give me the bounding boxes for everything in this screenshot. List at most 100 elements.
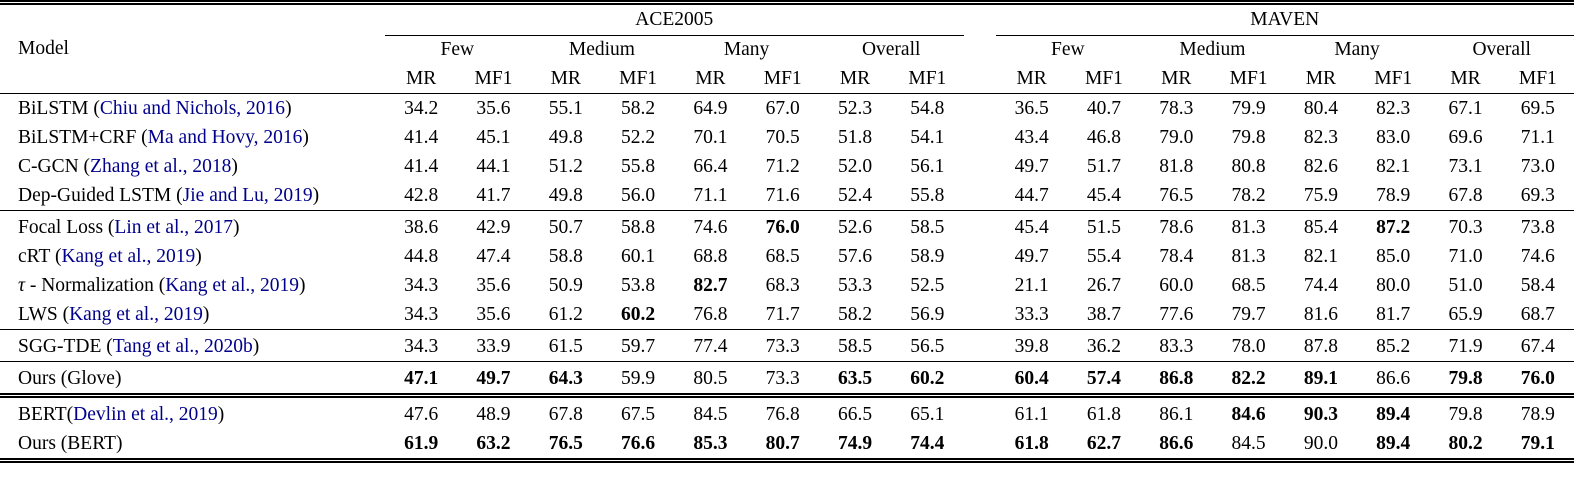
value-cell-maven: 73.8 — [1501, 210, 1574, 242]
value-cell-ace: 76.8 — [746, 393, 819, 429]
model-cell: Dep-Guided LSTM (Jie and Lu, 2019) — [18, 184, 320, 206]
value-cell-maven: 57.4 — [1067, 361, 1141, 396]
value-cell-ace: 55.8 — [621, 155, 656, 177]
value-cell-ace: 58.5 — [818, 329, 892, 362]
metric-header-mf1: MF1 — [1067, 63, 1141, 94]
value-cell-ace: 58.2 — [621, 97, 656, 119]
table-row: LWS (Kang et al., 2019) 34.3 35.6 61.2 60.2 7… — [0, 300, 1574, 330]
value-cell-maven: 75.9 — [1303, 184, 1338, 206]
value-cell-ace: 56.0 — [621, 184, 656, 206]
value-cell-ace: 57.6 — [837, 245, 873, 267]
model-column-header: Model — [0, 2, 385, 94]
citation-link[interactable]: Devlin et al., 2019 — [73, 403, 218, 425]
citation-link[interactable]: Tang et al., 2020b — [112, 335, 253, 357]
dataset-gap — [963, 2, 996, 94]
value-cell-ace: 80.5 — [674, 361, 747, 396]
value-cell-ace: 59.7 — [601, 329, 675, 362]
value-cell-ace: 71.6 — [765, 184, 800, 206]
value-cell-ace: 58.9 — [910, 245, 945, 267]
value-cell-ace: 56.9 — [910, 303, 945, 325]
value-cell-ace: 52.4 — [837, 184, 873, 206]
value-cell-ace: 80.7 — [765, 432, 800, 454]
value-cell-maven: 40.7 — [1086, 97, 1122, 119]
value-cell-ace: 85.3 — [693, 432, 728, 454]
value-cell-maven: 67.1 — [1448, 97, 1483, 119]
value-cell-ace: 76.6 — [621, 432, 656, 454]
value-cell-maven: 78.2 — [1231, 184, 1266, 206]
value-cell-maven: 89.4 — [1357, 393, 1430, 429]
value-cell-maven: 89.4 — [1376, 432, 1411, 454]
value-cell-maven: 79.8 — [1429, 393, 1502, 429]
value-cell-ace: 52.3 — [837, 97, 873, 119]
citation-link[interactable]: Kang et al., 2019 — [61, 245, 196, 267]
value-cell-maven: 71.1 — [1520, 126, 1555, 148]
citation-link[interactable]: Lin et al., 2017 — [114, 216, 234, 238]
value-cell-maven: 83.3 — [1140, 329, 1213, 362]
model-cell: τ - Normalization (Kang et al., 2019) — [18, 274, 306, 296]
dataset-gap-cell — [964, 152, 996, 181]
citation-link[interactable]: Zhang et al., 2018 — [90, 155, 232, 177]
value-cell-ace: 54.1 — [910, 126, 945, 148]
value-cell-ace: 49.7 — [457, 361, 530, 396]
citation-link[interactable]: Ma and Hovy, 2016 — [147, 126, 303, 148]
value-cell-maven: 69.6 — [1448, 126, 1483, 148]
value-cell-maven: 77.6 — [1159, 303, 1194, 325]
dataset-gap-cell — [964, 181, 996, 211]
value-cell-maven: 86.8 — [1140, 361, 1213, 396]
value-cell-ace: 71.1 — [693, 184, 728, 206]
math-symbol: τ — [18, 274, 25, 296]
value-cell-ace: 65.1 — [891, 393, 964, 429]
model-cell: BiLSTM (Chiu and Nichols, 2016) — [18, 97, 292, 119]
metric-header-mf1: MF1 — [457, 63, 530, 94]
value-cell-ace: 63.5 — [818, 361, 892, 396]
model-cell: cRT (Kang et al., 2019) — [18, 245, 202, 267]
value-cell-ace: 51.8 — [837, 126, 873, 148]
value-cell-maven: 51.7 — [1086, 155, 1122, 177]
value-cell-maven: 87.2 — [1357, 210, 1430, 242]
value-cell-ace: 52.5 — [910, 274, 945, 296]
metric-header-mr: MR — [1284, 63, 1358, 94]
citation-link[interactable]: Jie and Lu, 2019 — [182, 184, 313, 206]
value-cell-maven: 87.8 — [1284, 329, 1358, 362]
value-cell-ace: 44.1 — [476, 155, 511, 177]
value-cell-maven: 82.3 — [1303, 126, 1338, 148]
value-cell-ace: 49.8 — [548, 126, 583, 148]
value-cell-maven: 82.1 — [1376, 155, 1411, 177]
value-cell-maven: 45.4 — [1086, 184, 1122, 206]
value-cell-maven: 33.3 — [1014, 303, 1049, 325]
value-cell-ace: 41.4 — [404, 126, 439, 148]
value-cell-ace: 45.1 — [476, 126, 511, 148]
value-cell-ace: 52.6 — [818, 210, 892, 242]
value-cell-maven: 80.0 — [1376, 274, 1411, 296]
dataset-header-ace2005: ACE2005 — [385, 2, 964, 36]
value-cell-maven: 85.4 — [1284, 210, 1358, 242]
value-cell-maven: 80.2 — [1448, 432, 1483, 454]
value-cell-maven: 73.0 — [1520, 155, 1555, 177]
citation-link[interactable]: Kang et al., 2019 — [69, 303, 203, 325]
metric-header-mf1: MF1 — [1357, 63, 1430, 94]
value-cell-ace: 84.5 — [674, 393, 747, 429]
subgroup-ace-few: Few — [440, 38, 475, 60]
metric-header-mr: MR — [995, 63, 1068, 94]
metric-header-mf1: MF1 — [746, 63, 819, 94]
value-cell-ace: 35.6 — [476, 97, 511, 119]
value-cell-ace: 64.3 — [529, 361, 602, 396]
citation-link[interactable]: Chiu and Nichols, 2016 — [99, 97, 286, 119]
table-row: Ours (BERT) 61.9 63.2 76.5 76.6 85.3 80.7 74.9 7… — [0, 429, 1574, 461]
value-cell-ace: 58.2 — [837, 303, 873, 325]
value-cell-ace: 34.3 — [385, 329, 458, 362]
value-cell-ace: 61.2 — [548, 303, 583, 325]
value-cell-ace: 63.2 — [476, 432, 511, 454]
value-cell-maven: 89.1 — [1284, 361, 1358, 396]
value-cell-maven: 73.1 — [1448, 155, 1483, 177]
value-cell-maven: 49.7 — [1014, 155, 1049, 177]
value-cell-maven: 80.8 — [1231, 155, 1266, 177]
citation-link[interactable]: Kang et al., 2019 — [165, 274, 299, 296]
metric-header-mf1: MF1 — [891, 63, 964, 94]
value-cell-maven: 71.0 — [1448, 245, 1483, 267]
dataset-gap-cell — [964, 271, 996, 300]
model-cell: Focal Loss (Lin et al., 2017) — [0, 210, 385, 242]
table-row: cRT (Kang et al., 2019) 44.8 47.4 58.8 60.1 6… — [0, 242, 1574, 271]
value-cell-maven: 81.6 — [1303, 303, 1338, 325]
table-row: BiLSTM+CRF (Ma and Hovy, 2016) 41.4 45.1 49… — [0, 123, 1574, 152]
